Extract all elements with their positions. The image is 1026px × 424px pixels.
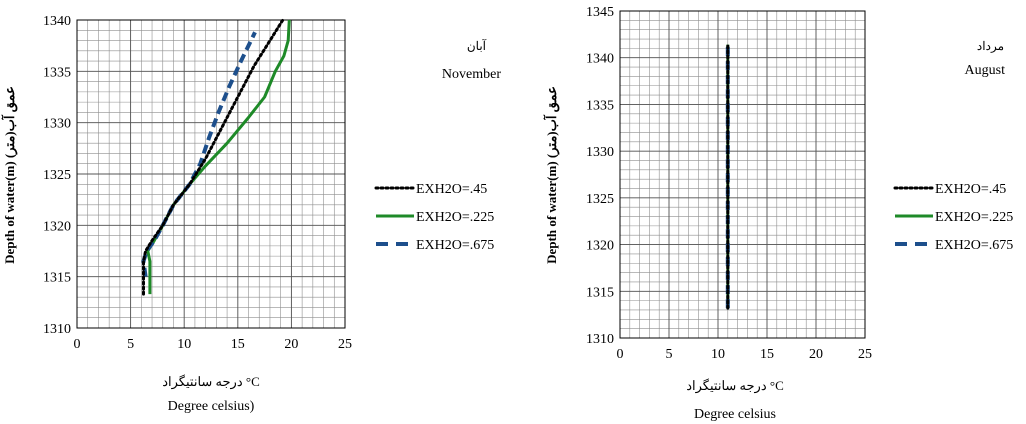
x-axis-label-farsi: درجه سانتیگراد °C <box>162 374 260 390</box>
y-tick-label: 1320 <box>586 239 614 254</box>
y-tick-label: 1340 <box>586 52 614 67</box>
chart-panel-august: 0 5 10 15 20 25 1310 1315 1320 1325 1330 1335 1340 13… <box>513 0 1026 424</box>
chart-panel-november: 0 5 10 15 20 25 1310 1315 1320 1325 1330 1335 1340 آب… <box>1 14 501 414</box>
chart-title: August <box>965 63 1006 78</box>
chart-title-farsi: مرداد <box>977 39 1004 53</box>
plot-group: 0 5 10 15 20 25 1310 1315 1320 1325 1330 1335 1340 13… <box>543 5 1013 422</box>
y-tick-label: 1345 <box>586 5 614 20</box>
y-tick-label: 1310 <box>43 322 71 337</box>
x-tick-label: 25 <box>338 337 352 352</box>
plot-frame <box>76 19 346 329</box>
chart-november: 0 5 10 15 20 25 1310 1315 1320 1325 1330 1335 1340 آب… <box>1 14 501 414</box>
chart-august: 0 5 10 15 20 25 1310 1315 1320 1325 1330 1335 1340 13… <box>543 5 1013 422</box>
plot-group: 0 5 10 15 20 25 1310 1315 1320 1325 1330 1335 1340 آب… <box>1 14 501 414</box>
x-tick-label: 5 <box>666 347 673 362</box>
legend-label: EXH2O=.675 <box>416 238 494 253</box>
y-tick-label: 1340 <box>43 14 71 29</box>
y-tick-label: 1325 <box>586 192 614 207</box>
series-line-exh2o-675 <box>141 31 257 277</box>
y-tick-label: 1335 <box>586 98 614 113</box>
plot-frame <box>619 10 866 339</box>
legend-label: EXH2O=.225 <box>416 210 494 225</box>
y-tick-label: 1320 <box>43 219 71 234</box>
x-tick-label: 15 <box>231 337 245 352</box>
x-axis-label: Degree celsius) <box>168 399 255 414</box>
y-tick-label: 1330 <box>586 145 614 160</box>
y-tick-label: 1310 <box>586 332 614 347</box>
y-tick-label: 1335 <box>43 65 71 80</box>
x-axis-label-farsi: درجه سانتیگراد °C <box>686 378 784 394</box>
y-axis-label: Depth of water(m) (عمق آب(متر <box>543 86 560 264</box>
y-tick-label: 1315 <box>43 271 71 286</box>
x-tick-label: 0 <box>74 337 81 352</box>
y-tick-label: 1325 <box>43 168 71 183</box>
y-tick-label: 1330 <box>43 117 71 132</box>
x-tick-label: 10 <box>177 337 191 352</box>
chart-title-farsi: آبان <box>467 38 487 53</box>
x-tick-label: 20 <box>284 337 298 352</box>
legend-label: EXH2O=.45 <box>935 182 1006 197</box>
x-tick-label: 10 <box>711 347 725 362</box>
x-axis-label: Degree celsius <box>694 407 776 422</box>
legend-label: EXH2O=.675 <box>935 238 1013 253</box>
y-tick-label: 1315 <box>586 285 614 300</box>
legend-label: EXH2O=.225 <box>935 210 1013 225</box>
chart-title: November <box>442 67 501 82</box>
x-tick-label: 15 <box>760 347 774 362</box>
y-axis-label: Depth of water(m) (عمق آب(متر <box>1 86 18 264</box>
x-tick-label: 5 <box>127 337 134 352</box>
x-tick-label: 25 <box>858 347 872 362</box>
legend-label: EXH2O=.45 <box>416 182 487 197</box>
series-line-exh2o-45 <box>142 18 285 296</box>
x-tick-label: 20 <box>809 347 823 362</box>
x-tick-label: 0 <box>617 347 624 362</box>
